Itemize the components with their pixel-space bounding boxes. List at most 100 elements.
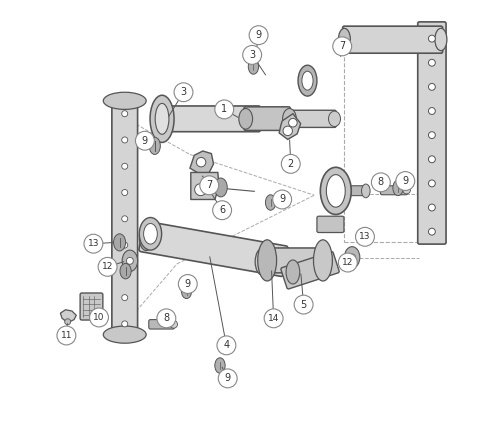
Ellipse shape xyxy=(144,224,158,244)
Circle shape xyxy=(90,308,108,327)
Circle shape xyxy=(428,83,436,90)
Circle shape xyxy=(122,111,128,117)
Ellipse shape xyxy=(362,184,370,198)
Ellipse shape xyxy=(282,109,296,129)
Ellipse shape xyxy=(182,283,192,299)
Circle shape xyxy=(428,132,436,139)
Circle shape xyxy=(217,336,236,355)
FancyBboxPatch shape xyxy=(418,22,446,244)
Text: 13: 13 xyxy=(88,239,99,248)
Text: 9: 9 xyxy=(402,176,408,186)
Text: 4: 4 xyxy=(224,340,230,350)
Ellipse shape xyxy=(314,240,332,281)
Text: 8: 8 xyxy=(164,313,170,323)
Circle shape xyxy=(194,184,206,196)
Text: 7: 7 xyxy=(339,41,345,51)
FancyBboxPatch shape xyxy=(112,99,138,336)
Circle shape xyxy=(64,319,70,325)
Text: 6: 6 xyxy=(219,205,225,215)
Ellipse shape xyxy=(155,103,169,134)
FancyBboxPatch shape xyxy=(342,186,366,196)
Circle shape xyxy=(372,173,390,192)
Ellipse shape xyxy=(344,247,360,268)
Polygon shape xyxy=(60,310,76,323)
FancyBboxPatch shape xyxy=(317,216,344,233)
Circle shape xyxy=(122,190,128,196)
Circle shape xyxy=(84,234,103,253)
Circle shape xyxy=(428,156,436,163)
Text: 9: 9 xyxy=(184,279,191,289)
FancyBboxPatch shape xyxy=(244,107,290,130)
Circle shape xyxy=(428,35,436,42)
Circle shape xyxy=(294,295,313,314)
Circle shape xyxy=(200,176,218,195)
Circle shape xyxy=(283,126,292,136)
FancyBboxPatch shape xyxy=(288,110,336,127)
Circle shape xyxy=(264,309,283,328)
Circle shape xyxy=(122,163,128,169)
Ellipse shape xyxy=(266,195,276,210)
Circle shape xyxy=(98,257,117,276)
Ellipse shape xyxy=(114,234,126,251)
Circle shape xyxy=(396,172,414,190)
Text: 3: 3 xyxy=(180,87,186,97)
Ellipse shape xyxy=(286,260,300,284)
Ellipse shape xyxy=(150,95,174,142)
Circle shape xyxy=(178,275,197,293)
Circle shape xyxy=(348,254,356,261)
Circle shape xyxy=(333,37,351,56)
FancyBboxPatch shape xyxy=(149,320,174,329)
Circle shape xyxy=(272,190,291,209)
Circle shape xyxy=(136,131,154,150)
Text: 3: 3 xyxy=(249,50,255,60)
Circle shape xyxy=(57,326,76,345)
FancyBboxPatch shape xyxy=(281,251,339,289)
Circle shape xyxy=(174,83,193,102)
Ellipse shape xyxy=(214,178,228,197)
Text: 5: 5 xyxy=(300,299,307,310)
FancyBboxPatch shape xyxy=(380,186,407,195)
Circle shape xyxy=(282,154,300,173)
Ellipse shape xyxy=(120,263,131,279)
Polygon shape xyxy=(279,114,300,139)
Text: 8: 8 xyxy=(378,177,384,187)
Circle shape xyxy=(157,309,176,328)
Ellipse shape xyxy=(338,28,350,51)
Circle shape xyxy=(215,100,234,119)
Circle shape xyxy=(218,369,237,388)
Ellipse shape xyxy=(284,111,296,127)
Circle shape xyxy=(122,216,128,222)
FancyBboxPatch shape xyxy=(266,248,324,273)
Text: 2: 2 xyxy=(288,159,294,169)
Text: 7: 7 xyxy=(206,180,212,190)
Circle shape xyxy=(402,186,410,194)
Text: 9: 9 xyxy=(279,194,285,205)
Polygon shape xyxy=(191,172,219,199)
Circle shape xyxy=(249,26,268,45)
Polygon shape xyxy=(190,151,214,174)
Ellipse shape xyxy=(122,250,138,272)
FancyBboxPatch shape xyxy=(158,106,260,132)
Circle shape xyxy=(338,253,357,272)
Circle shape xyxy=(242,45,262,64)
Ellipse shape xyxy=(153,108,167,130)
Ellipse shape xyxy=(362,229,374,245)
Text: 12: 12 xyxy=(102,263,114,271)
Ellipse shape xyxy=(140,218,162,250)
Text: 9: 9 xyxy=(224,373,231,384)
Circle shape xyxy=(428,180,436,187)
Ellipse shape xyxy=(239,109,252,129)
Circle shape xyxy=(122,295,128,301)
Ellipse shape xyxy=(215,358,225,373)
Circle shape xyxy=(428,108,436,115)
Ellipse shape xyxy=(298,65,317,96)
Ellipse shape xyxy=(104,326,146,343)
Ellipse shape xyxy=(435,28,447,51)
Ellipse shape xyxy=(320,167,351,214)
Ellipse shape xyxy=(140,225,153,251)
Ellipse shape xyxy=(248,59,258,74)
Ellipse shape xyxy=(255,248,270,275)
Circle shape xyxy=(428,204,436,211)
Circle shape xyxy=(428,59,436,66)
Circle shape xyxy=(170,320,177,328)
